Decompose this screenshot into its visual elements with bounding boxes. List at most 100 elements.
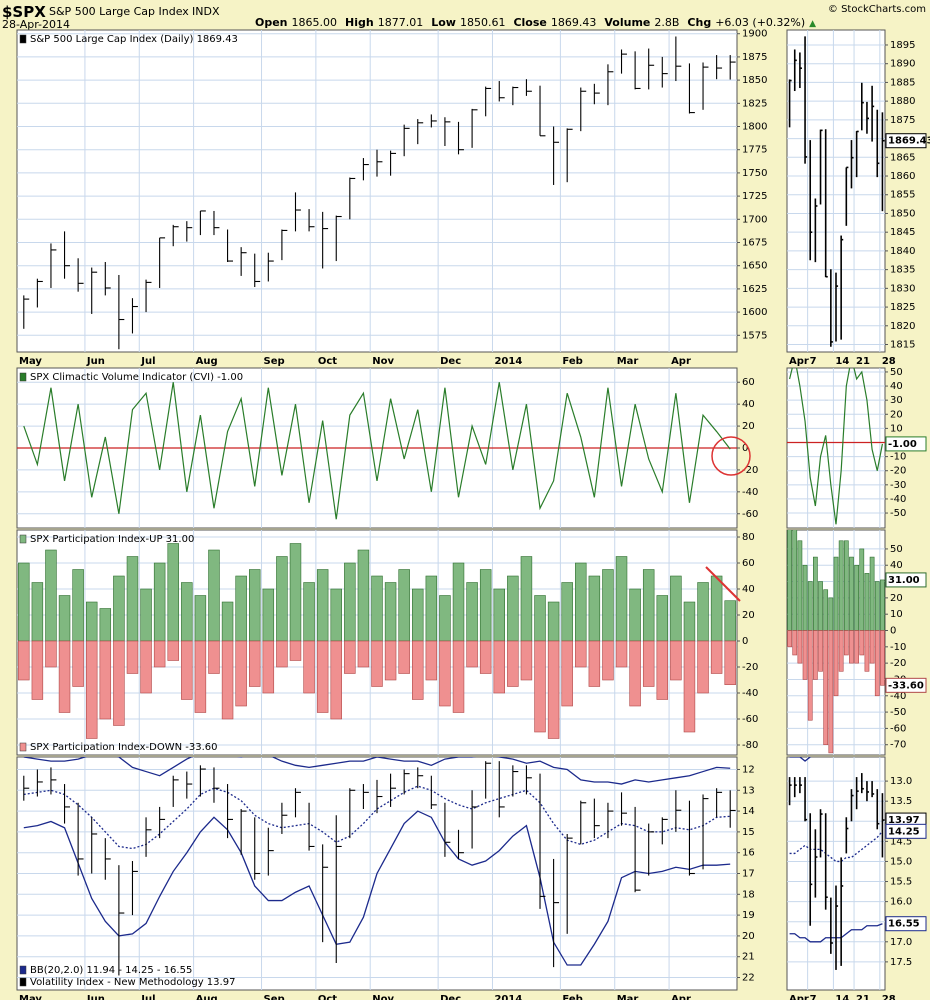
bar: [289, 640, 302, 661]
y-tick-label: 18: [742, 889, 755, 900]
y-tick-label: 17: [742, 869, 755, 880]
bar: [828, 597, 834, 631]
bar: [792, 530, 798, 631]
bar: [838, 630, 844, 672]
bar: [683, 640, 696, 733]
x-tick-label: 7: [810, 994, 817, 1000]
bar: [838, 540, 844, 631]
y-tick-label: 50: [890, 367, 903, 378]
y-tick-label: 1600: [742, 307, 767, 318]
y-tick-label: 13.5: [890, 796, 912, 807]
value-box: [885, 677, 927, 693]
y-tick-label: 10: [890, 609, 903, 620]
bar: [466, 582, 478, 642]
bar: [235, 575, 247, 642]
y-tick-label: 12: [742, 764, 755, 775]
legend-label: Volatility Index - New Methodology 13.97: [30, 977, 235, 988]
y-tick-label: -50: [890, 508, 906, 519]
bar: [642, 569, 655, 642]
quote-value: 1865.00: [292, 16, 338, 29]
index-name: S&P 500 Large Cap Index: [49, 5, 189, 18]
y-tick-label: 1835: [890, 265, 915, 276]
y-tick-label: 30: [890, 395, 903, 406]
bar: [316, 640, 329, 713]
x-tick-label: Nov: [372, 994, 394, 1000]
bar: [262, 640, 275, 694]
bar: [874, 581, 880, 631]
bar: [864, 630, 870, 672]
y-tick-label: 50: [890, 544, 903, 555]
bar: [642, 640, 655, 687]
bar: [710, 640, 723, 674]
x-tick-label: 14: [835, 356, 849, 367]
band-line: [23, 810, 731, 966]
bar: [828, 630, 834, 754]
quote-value: 1850.61: [460, 16, 506, 29]
quote-value: 1877.01: [378, 16, 424, 29]
band-line: [789, 757, 812, 762]
y-tick-label: 1855: [890, 190, 915, 201]
grid: [787, 30, 885, 352]
bar: [371, 640, 383, 687]
bar: [520, 640, 533, 681]
bar: [181, 582, 193, 642]
y-tick-label: -20: [890, 466, 906, 477]
quote-value: 1869.43: [551, 16, 597, 29]
y-tick-label: 17.5: [890, 957, 912, 968]
bar: [330, 640, 342, 720]
y-tick-label: 1830: [890, 283, 915, 294]
bar: [72, 569, 84, 642]
x-tick-label: Jul: [140, 356, 155, 367]
quote-line: Open 1865.00 High 1877.01 Low 1850.61 Close 186…: [255, 16, 816, 29]
bar: [167, 543, 179, 642]
line: [23, 382, 731, 520]
bar: [575, 640, 587, 668]
bar: [249, 569, 261, 642]
quote-value: 2.8B: [654, 16, 679, 29]
line: [788, 368, 884, 525]
bar: [208, 640, 220, 674]
bar: [221, 640, 234, 720]
credit: © StockCharts.com: [828, 4, 926, 15]
y-tick-label: 1880: [890, 96, 915, 107]
bar: [18, 562, 30, 642]
bar: [507, 575, 519, 642]
y-tick-label: -60: [742, 714, 758, 725]
bar: [683, 601, 696, 642]
bar: [854, 564, 859, 631]
y-tick-label: 0: [742, 443, 748, 454]
y-tick-label: 13: [742, 785, 755, 796]
x-tick-label: 21: [856, 994, 870, 1000]
bar: [140, 588, 152, 642]
plot: [23, 36, 736, 350]
y-tick-label: 40: [890, 560, 903, 571]
value-box: [885, 133, 927, 149]
bar: [615, 640, 628, 668]
bar: [697, 640, 709, 694]
bar: [602, 569, 614, 642]
legend-label: S&P 500 Large Cap Index (Daily) 1869.43: [30, 34, 238, 45]
panel: [786, 367, 886, 529]
grid: [17, 368, 737, 528]
y-tick-label: 22: [742, 973, 755, 984]
x-tick-label: Sep: [264, 356, 285, 367]
bar: [724, 600, 736, 642]
bar: [194, 640, 207, 713]
y-tick-label: 13.0: [890, 776, 912, 787]
bar: [276, 556, 288, 642]
bar: [823, 589, 829, 631]
date: 28-Apr-2014: [2, 18, 70, 31]
bar: [303, 582, 315, 642]
y-tick-label: -40: [890, 691, 906, 702]
x-tick-label: Aug: [196, 994, 218, 1000]
y-tick-label: 1575: [742, 330, 767, 341]
bar: [588, 575, 601, 642]
x-tick-label: Aug: [196, 356, 218, 367]
bar: [629, 640, 641, 707]
legend-icon: [19, 34, 27, 44]
y-tick-label: 60: [742, 377, 755, 388]
plot: [17, 382, 737, 520]
y-tick-label: 1650: [742, 261, 767, 272]
bar: [153, 562, 166, 642]
y-tick-label: 1860: [890, 171, 915, 182]
